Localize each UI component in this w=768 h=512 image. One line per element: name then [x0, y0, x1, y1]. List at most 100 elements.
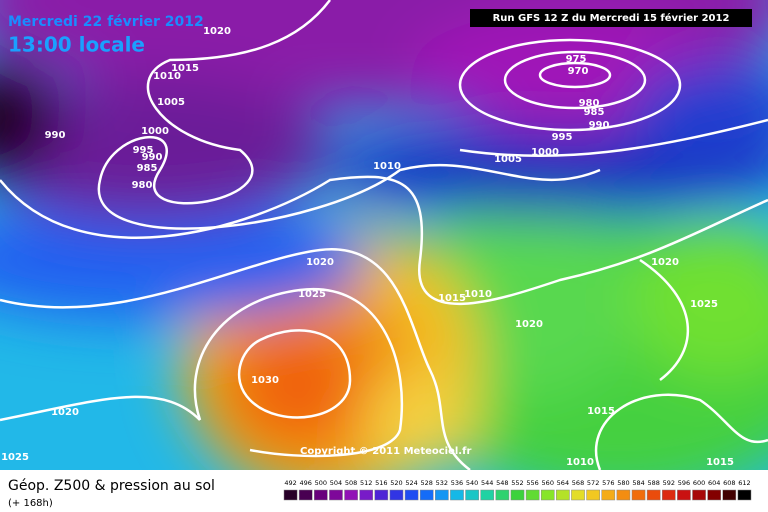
isobar-label: 1025	[690, 299, 718, 310]
legend-label: 564	[557, 479, 569, 487]
isobar-label: 980	[579, 98, 600, 109]
isobar-label: 995	[552, 132, 573, 143]
isobar-label: 980	[132, 180, 153, 191]
isobar-label: 1000	[141, 126, 169, 137]
isobar-label: 1000	[531, 147, 559, 158]
legend-label: 508	[345, 479, 357, 487]
legend-label: 548	[496, 479, 508, 487]
isobar-label: 985	[137, 163, 158, 174]
isobar-label: 1025	[1, 452, 29, 463]
map-time: 13:00 locale	[8, 33, 145, 57]
isobar-label: 1015	[438, 293, 466, 304]
legend-label: 576	[602, 479, 614, 487]
legend-label: 500	[315, 479, 327, 487]
legend-label: 600	[693, 479, 705, 487]
legend-label: 592	[663, 479, 675, 487]
legend: 492 496 500 504 508 512 516 520 524 528 532 536 540 5…	[283, 479, 752, 501]
legend-label: 588	[647, 479, 659, 487]
legend-label: 540	[466, 479, 478, 487]
legend-label: 512	[360, 479, 372, 487]
isobar-label: 985	[584, 107, 605, 118]
legend-swatch	[344, 489, 358, 501]
map-field	[0, 0, 768, 470]
legend-label: 568	[572, 479, 584, 487]
isobar-label: 995	[133, 145, 154, 156]
legend-swatch	[419, 489, 434, 501]
legend-label: 544	[481, 479, 493, 487]
legend-swatch	[298, 489, 313, 501]
legend-swatch	[329, 489, 343, 501]
run-label: Run GFS 12 Z du Mercredi 15 février 2012	[493, 12, 730, 24]
legend-label: 528	[421, 479, 433, 487]
legend-swatch	[571, 489, 585, 501]
isobar-label: 1015	[171, 63, 199, 74]
legend-swatch	[465, 489, 479, 501]
isobar-labels: 1020101510101005100099099599098598097597…	[1, 26, 734, 468]
legend-label: 572	[587, 479, 599, 487]
legend-swatch	[707, 489, 721, 501]
legend-label: 552	[511, 479, 523, 487]
legend-swatch	[692, 489, 706, 501]
isobar-label: 990	[589, 120, 610, 131]
legend-swatch	[601, 489, 616, 501]
isobar-label: 1010	[464, 289, 492, 300]
legend-swatch	[661, 489, 676, 501]
legend-swatch	[525, 489, 540, 501]
copyright: Copyright © 2011 Meteociel.fr	[300, 446, 471, 457]
isobar-label: 970	[568, 66, 589, 77]
isobar-label: 1020	[651, 257, 679, 268]
isobar-label: 990	[142, 152, 163, 163]
legend-swatch	[374, 489, 389, 501]
isobar-label: 1020	[515, 319, 543, 330]
isobar-label: 1020	[203, 26, 231, 37]
isobar-label: 1005	[494, 154, 522, 165]
legend-swatch	[616, 489, 631, 501]
caption-subtitle: (+ 168h)	[8, 498, 53, 509]
isobar-label: 1010	[153, 71, 181, 82]
legend-swatch	[389, 489, 404, 501]
isobar-label: 1015	[706, 457, 734, 468]
isobar-label: 1025	[298, 289, 326, 300]
legend-label: 604	[708, 479, 720, 487]
legend-label: 496	[299, 479, 311, 487]
legend-label: 580	[617, 479, 629, 487]
map-date: Mercredi 22 février 2012	[8, 14, 204, 30]
legend-label: 608	[723, 479, 735, 487]
legend-label: 516	[375, 479, 387, 487]
isobar-label: 1030	[251, 375, 279, 386]
legend-swatch	[359, 489, 374, 501]
legend-swatch	[722, 489, 737, 501]
legend-swatch	[646, 489, 661, 501]
isobars	[0, 0, 768, 470]
legend-swatch	[495, 489, 510, 501]
isobar-label: 1020	[306, 257, 334, 268]
legend-swatch	[586, 489, 600, 501]
legend-label: 536	[451, 479, 463, 487]
legend-label: 584	[632, 479, 644, 487]
legend-swatch	[677, 489, 691, 501]
isobar-label: 1005	[157, 97, 185, 108]
caption-title: Géop. Z500 & pression au sol	[8, 478, 215, 494]
isobar-label: 975	[566, 54, 587, 65]
isobar-label: 1020	[51, 407, 79, 418]
legend-label: 504	[330, 479, 342, 487]
legend-swatch	[450, 489, 464, 501]
run-box	[470, 9, 752, 27]
legend-label: 532	[436, 479, 448, 487]
isobar-label: 1010	[373, 161, 401, 172]
legend-label: 612	[738, 479, 750, 487]
legend-label: 560	[542, 479, 554, 487]
legend-swatch	[480, 489, 495, 501]
legend-swatch	[283, 489, 298, 501]
legend-swatch	[737, 489, 752, 501]
legend-label: 596	[678, 479, 690, 487]
legend-label: 520	[390, 479, 402, 487]
legend-swatch	[314, 489, 328, 501]
legend-swatch	[631, 489, 646, 501]
legend-swatch	[556, 489, 570, 501]
legend-swatch	[510, 489, 525, 501]
legend-swatch	[540, 489, 555, 501]
isobar-label: 990	[45, 130, 66, 141]
legend-label: 524	[405, 479, 417, 487]
